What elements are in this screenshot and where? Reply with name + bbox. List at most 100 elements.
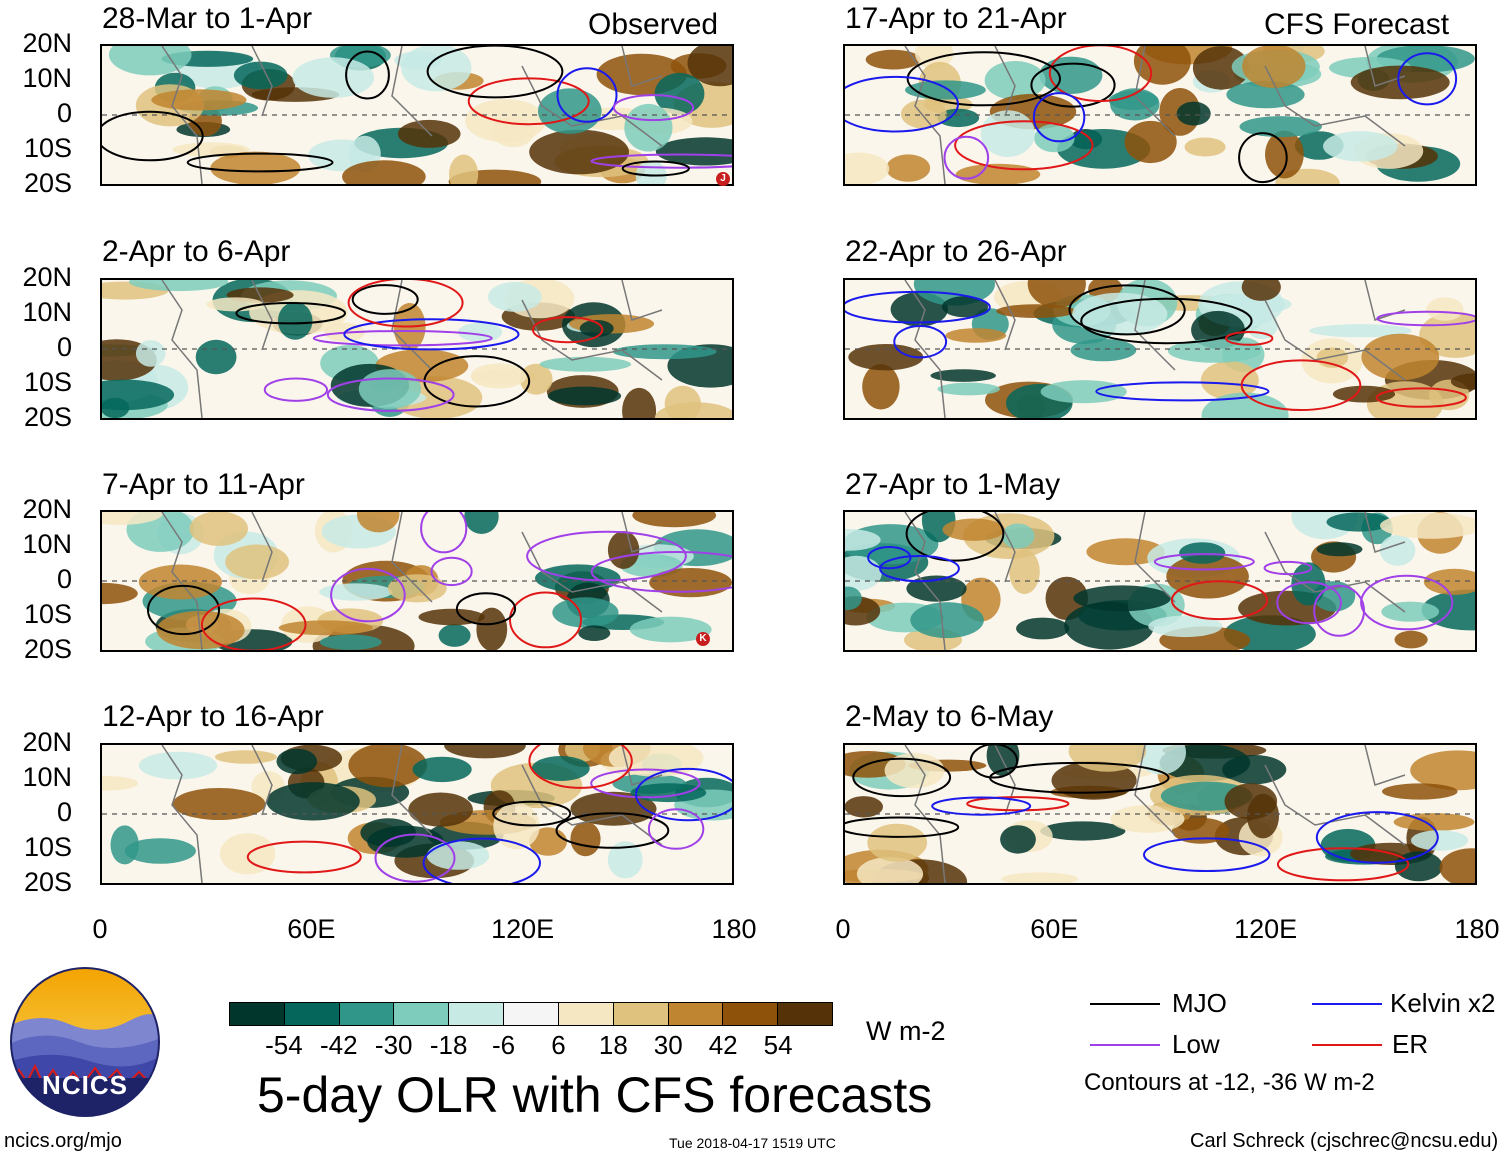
olr-anomaly-blob [1167, 339, 1262, 363]
olr-anomaly-blob [1241, 280, 1281, 301]
olr-anomaly-blob [1323, 131, 1398, 162]
storm-marker-j: J [716, 172, 730, 186]
olr-anomaly-blob [1136, 745, 1186, 775]
coastlines [161, 280, 663, 418]
kelvin-contour [893, 325, 948, 359]
olr-anomaly-blob [277, 301, 313, 340]
low-contour [590, 551, 732, 593]
olr-anomaly-blob [464, 512, 499, 534]
olr-anomaly-blob [1247, 793, 1279, 839]
low-contour [612, 94, 695, 122]
olr-map-6 [845, 280, 1475, 418]
lat-tick-label: 10N [22, 63, 72, 93]
er-contour [1240, 359, 1362, 411]
low-contour [647, 808, 705, 850]
olr-anomaly-blob [1001, 872, 1079, 883]
kelvin-contour [1315, 811, 1439, 864]
lat-tick-label: 10N [22, 529, 72, 559]
er-contour [347, 280, 464, 328]
olr-anomaly-blob [102, 582, 138, 605]
olr-anomaly-blob [233, 61, 288, 90]
olr-anomaly-blob [547, 386, 622, 406]
olr-anomaly-blob [945, 328, 1007, 343]
kelvin-contour [879, 555, 960, 583]
mjo-contour [235, 302, 346, 325]
coastlines [904, 745, 1406, 883]
mjo-contour [186, 152, 334, 173]
olr-anomaly-blob [342, 160, 426, 184]
olr-anomaly-blob [1394, 630, 1428, 649]
mjo-contour [1080, 297, 1253, 345]
olr-anomaly-blob [845, 529, 881, 551]
lat-tick-label: 20N [22, 262, 72, 292]
olr-anomaly-blob [1009, 549, 1040, 595]
lat-tick-label: 20S [23, 867, 72, 897]
low-contour [420, 512, 468, 554]
legend-line-low [1090, 1044, 1160, 1046]
mjo-contour [989, 761, 1170, 794]
mjo-contour [147, 584, 220, 636]
olr-anomaly-blob [1184, 137, 1226, 157]
colorbar-swatch [449, 1003, 505, 1025]
olr-anomaly-blob [1350, 65, 1450, 100]
low-contour [263, 377, 328, 402]
kelvin-contour [845, 75, 959, 133]
legend-line-mjo [1090, 1003, 1160, 1005]
olr-anomaly-blob [444, 745, 526, 759]
lat-tick-label: 20N [22, 494, 72, 524]
olr-anomaly-blob [1242, 46, 1306, 88]
olr-anomaly-blob [356, 512, 400, 533]
mjo-contour [852, 757, 952, 798]
kelvin-contour [1143, 837, 1271, 872]
lon-tick-label: 180 [711, 914, 757, 944]
olr-anomaly-blob [1380, 512, 1475, 539]
olr-anomaly-blob [1176, 101, 1211, 126]
olr-anomaly-blob [1034, 123, 1075, 153]
olr-anomaly-blob [102, 776, 139, 791]
legend-label-kelvin: Kelvin x2 [1390, 988, 1496, 1018]
olr-anomaly-blob [438, 624, 471, 647]
colorbar-swatch [504, 1003, 559, 1025]
olr-anomaly-blob [1309, 324, 1412, 338]
olr-anomaly-blob [189, 512, 248, 546]
olr-anomaly-blob [1171, 817, 1230, 844]
olr-anomaly-blob [1124, 120, 1177, 164]
lat-tick-label: 20N [22, 28, 72, 58]
olr-panel-8 [843, 743, 1477, 885]
olr-anomaly-blob [622, 387, 657, 418]
kelvin-contour [931, 796, 1032, 816]
olr-panel-6 [843, 278, 1477, 420]
legend-note: Contours at -12, -36 W m-2 [1084, 1069, 1375, 1096]
olr-anomaly-blob [220, 833, 276, 875]
low-contour [1313, 584, 1366, 637]
mjo-contour [1238, 132, 1288, 184]
mjo-contour [492, 800, 572, 827]
olr-anomaly-blob [845, 152, 890, 184]
olr-anomaly-blob [1166, 554, 1249, 599]
footer-url: ncics.org/mjo [4, 1130, 122, 1152]
observed-label: Observed [588, 8, 719, 41]
low-contour [1263, 560, 1313, 576]
er-contour [531, 316, 604, 344]
lat-tick-label: 0 [56, 98, 72, 128]
ncics-logo-graphic [10, 967, 160, 1117]
footer-timestamp: Tue 2018-04-17 1519 UTC [669, 1135, 836, 1151]
low-contour [590, 768, 701, 799]
er-contour [467, 77, 590, 126]
olr-anomaly-blob [539, 356, 632, 372]
mjo-contour [621, 160, 690, 177]
low-contour [943, 135, 990, 180]
olr-anomaly-blob [612, 344, 717, 360]
olr-anomaly-blob [607, 531, 640, 569]
olr-anomaly-blob [358, 369, 421, 409]
panel-title-1: 28-Mar to 1-Apr [102, 2, 313, 35]
lat-tick-label: 20N [22, 727, 72, 757]
kelvin-contour [1095, 381, 1270, 402]
olr-anomaly-blob [910, 602, 984, 639]
colorbar-swatch [339, 1003, 395, 1025]
coastlines [161, 512, 663, 650]
olr-anomaly-blob [845, 796, 883, 818]
olr-anomaly-blob [1450, 373, 1475, 390]
olr-map-8 [845, 745, 1475, 883]
olr-anomaly-blob [1426, 297, 1464, 321]
